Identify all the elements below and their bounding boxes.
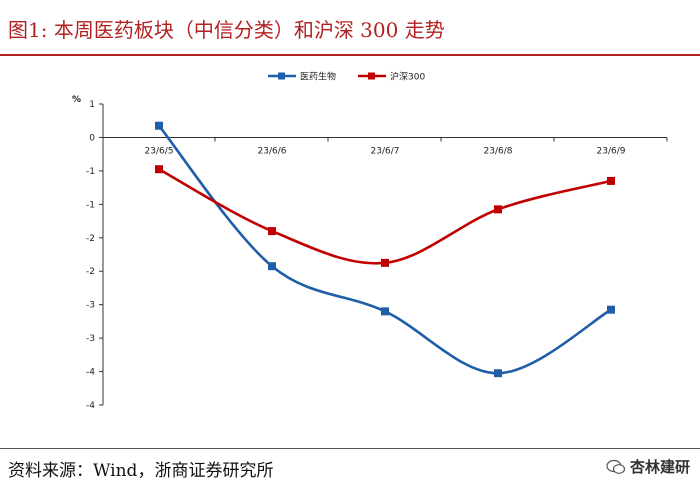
y-tick-label: -3 xyxy=(86,334,95,344)
y-tick-label: 1 xyxy=(89,100,95,110)
y-tick-label: -2 xyxy=(86,234,95,244)
axes: 1 0 -1 -1 -2 -2 -3 -3 -4 -4% 23/6/5 23/6/6 23/6/7 23/… xyxy=(72,95,668,411)
data-point xyxy=(494,205,502,214)
y-tick-label: -2 xyxy=(86,267,95,277)
data-point xyxy=(494,369,502,378)
legend-marker xyxy=(278,72,285,80)
series-line-0 xyxy=(157,124,612,375)
data-point xyxy=(268,227,276,236)
source-note: 资料来源：Wind，浙商证券研究所 xyxy=(8,461,274,481)
data-point xyxy=(607,176,615,185)
data-point xyxy=(268,262,276,271)
y-tick-label: -1 xyxy=(86,200,95,210)
x-tick-label: 23/6/7 xyxy=(371,146,400,156)
chart: 医药生物 沪深300 1 0 -1 -1 -2 -2 -3 -3 -4 -4% 23/6/5 23/6/… xyxy=(72,71,668,411)
x-tick-label: 23/6/9 xyxy=(597,146,626,156)
title-rule xyxy=(0,54,700,56)
legend-label: 沪深300 xyxy=(390,71,425,83)
data-point xyxy=(607,305,615,314)
y-axis-unit-label: % xyxy=(72,95,81,105)
y-tick-label: -3 xyxy=(86,301,95,311)
watermark-label: 杏林建研 xyxy=(629,458,690,476)
data-point xyxy=(381,307,389,316)
figure-title: 图1: 本周医药板块（中信分类）和沪深 300 走势 xyxy=(8,18,445,42)
data-point xyxy=(155,165,163,174)
footer-rule xyxy=(0,448,700,449)
legend-marker xyxy=(368,72,375,80)
y-tick-label: -4 xyxy=(86,368,95,378)
x-tick-label: 23/6/5 xyxy=(145,146,174,156)
watermark: 杏林建研 xyxy=(606,456,690,477)
data-point xyxy=(155,121,163,130)
y-tick-label: -1 xyxy=(86,167,95,177)
wechat-icon xyxy=(606,459,626,474)
plot-area xyxy=(155,121,615,378)
x-tick-label: 23/6/8 xyxy=(484,146,513,156)
legend: 医药生物 沪深300 xyxy=(268,71,425,83)
y-tick-label: 0 xyxy=(89,133,95,143)
y-tick-label: -4 xyxy=(86,401,95,411)
data-point xyxy=(381,258,389,267)
x-tick-label: 23/6/6 xyxy=(258,146,287,156)
legend-label: 医药生物 xyxy=(300,71,336,83)
